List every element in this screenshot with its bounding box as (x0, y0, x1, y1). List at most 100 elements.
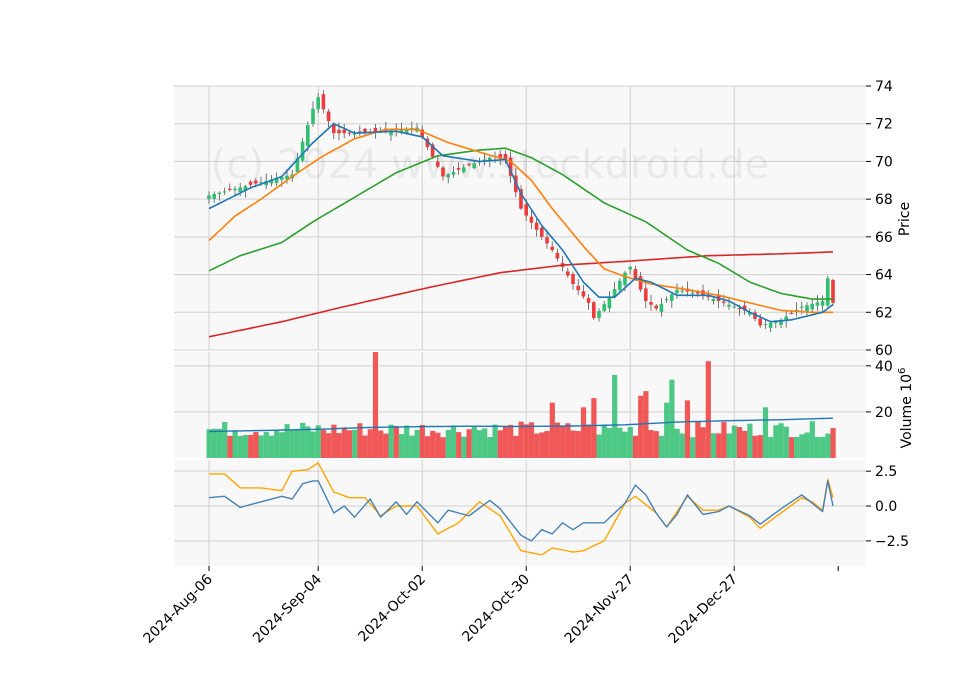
volume-bar (742, 430, 748, 458)
volume-bar (279, 432, 285, 458)
volume-bar (596, 434, 602, 458)
candle-body (503, 154, 508, 160)
candle-body (670, 294, 674, 301)
candle-body (420, 129, 424, 138)
candle-body (259, 182, 263, 184)
candle-body (597, 311, 601, 319)
candle-body (441, 167, 445, 177)
candle-body (342, 129, 346, 134)
candle-body (472, 163, 476, 169)
candle-body (254, 180, 258, 184)
candle-body (222, 191, 227, 193)
volume-bar (705, 361, 711, 458)
candle-body (321, 94, 326, 110)
x-tick-label: 2024-Nov-27 (562, 572, 637, 647)
candle-body (389, 130, 393, 136)
candle-body (758, 318, 762, 326)
x-tick-label: 2024-Sep-04 (250, 571, 325, 646)
volume-bar (648, 430, 654, 458)
candle-body (571, 274, 575, 284)
candle-body (810, 303, 814, 310)
volume-bar (300, 422, 306, 458)
volume-bar (206, 429, 212, 458)
candle-body (269, 179, 274, 184)
volume-bar (445, 429, 451, 458)
y-tick-label: 74 (875, 79, 893, 95)
volume-bar (788, 437, 795, 458)
candle-body (363, 128, 367, 134)
volume-bar (346, 430, 353, 458)
volume-bar (814, 437, 821, 458)
candle-body (462, 167, 466, 172)
candle-body (316, 97, 320, 110)
volume-bar (799, 434, 805, 458)
volume-bar (549, 402, 555, 458)
y-tick-label: 60 (875, 343, 893, 359)
volume-bar (320, 429, 327, 458)
volume-bar (305, 426, 311, 458)
candle-body (332, 124, 336, 134)
price-panel (174, 86, 866, 350)
volume-bar (690, 437, 696, 458)
candle-body (722, 301, 726, 303)
candle-body (742, 305, 747, 311)
candle-body (508, 157, 513, 176)
volume-bar (352, 429, 358, 458)
y-axis-ticks: 60 62 64 66 68 70 72 74 20 40 2.5 0.0 −2.5 (866, 79, 909, 550)
y-tick-label: 0.0 (875, 499, 897, 515)
candle-body (347, 132, 352, 134)
candle-body (243, 186, 248, 191)
candle-body (529, 216, 534, 223)
candle-body (779, 319, 783, 326)
candle-body (618, 280, 622, 290)
volume-bar (248, 434, 254, 458)
candle-body (519, 189, 523, 209)
volume-bar (658, 435, 665, 458)
candle-body (612, 289, 617, 297)
volume-bar (253, 431, 259, 458)
volume-bar (617, 427, 623, 458)
volume-bar (544, 431, 550, 458)
volume-bar (388, 424, 394, 458)
volume-bar (508, 424, 514, 458)
volume-axis-label: Volume 106 (897, 368, 915, 449)
x-tick-label: 2024-Dec-27 (666, 572, 741, 647)
candle-body (576, 285, 580, 291)
volume-bar (414, 429, 420, 458)
volume-bar (336, 433, 342, 458)
candle-body (654, 305, 658, 309)
y-tick-label: 68 (875, 192, 893, 208)
candle-body (794, 309, 799, 311)
volume-bar (606, 428, 613, 458)
volume-bar (783, 426, 789, 458)
volume-bar (326, 433, 332, 458)
candle-body (410, 128, 414, 130)
volume-bar (289, 429, 295, 458)
volume-bar (294, 428, 301, 458)
candle-body (404, 128, 409, 134)
candle-body (607, 297, 612, 309)
volume-bar (778, 423, 784, 458)
volume-bar (268, 435, 275, 458)
y-tick-label: 66 (875, 230, 893, 246)
candle-body (311, 108, 315, 124)
candle-body (763, 324, 768, 326)
candle-body (815, 302, 820, 306)
volume-bar (497, 430, 503, 458)
candle-body (633, 269, 638, 279)
volume-bar (211, 428, 217, 458)
volume-bar (565, 423, 571, 458)
volume-bar (331, 424, 337, 458)
volume-bar (674, 428, 680, 458)
candle-body (399, 129, 404, 133)
candle-body (430, 144, 435, 157)
candle-body (482, 159, 487, 162)
candle-body (373, 127, 378, 133)
volume-bar (227, 435, 233, 458)
volume-bar (284, 424, 290, 458)
candle-body (248, 181, 253, 185)
candle-body (280, 177, 284, 180)
x-tick-label: 2024-Oct-30 (459, 572, 533, 646)
volume-bar (591, 398, 597, 458)
